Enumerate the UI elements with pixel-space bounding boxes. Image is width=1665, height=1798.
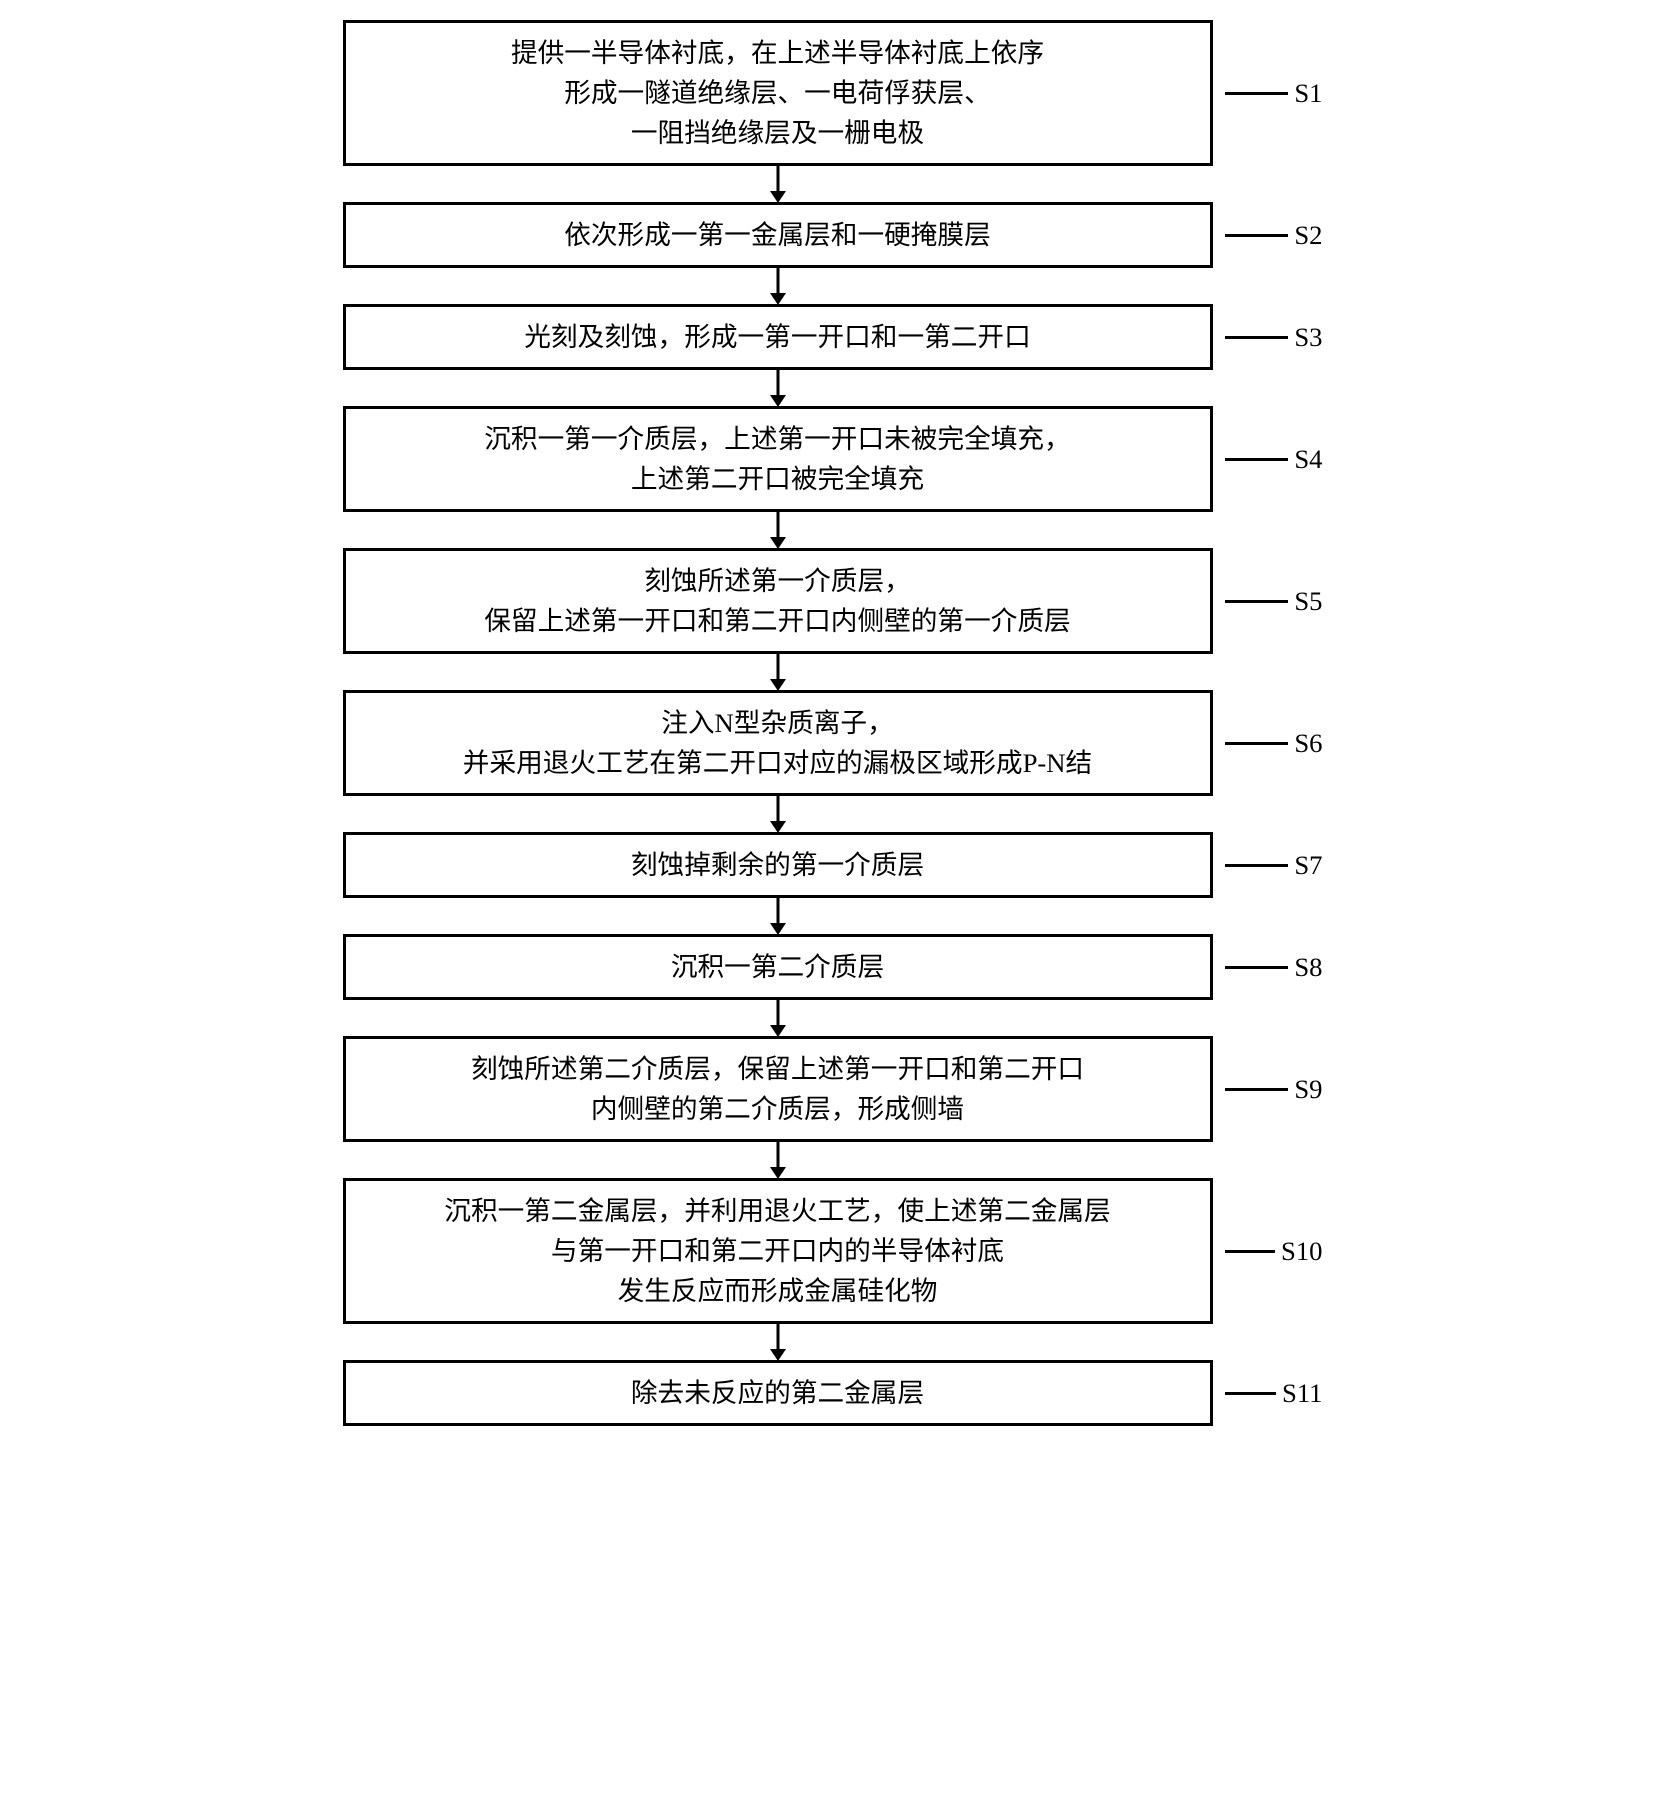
step-row: 沉积一第二金属层，并利用退火工艺，使上述第二金属层 与第一开口和第二开口内的半导…	[343, 1178, 1323, 1324]
step-label-text: S5	[1294, 586, 1322, 617]
arrow-down-icon	[343, 653, 1213, 691]
step-label-text: S6	[1294, 728, 1322, 759]
step-text: 沉积一第二介质层	[671, 947, 884, 987]
step-label-text: S2	[1294, 220, 1322, 251]
step-label-text: S8	[1294, 952, 1322, 983]
step-row: 注入N型杂质离子， 并采用退火工艺在第二开口对应的漏极区域形成P-N结 S6	[343, 690, 1323, 796]
arrow-down-icon	[343, 999, 1213, 1037]
step-label-text: S1	[1294, 78, 1322, 109]
step-row: 依次形成一第一金属层和一硬掩膜层 S2	[343, 202, 1323, 268]
arrow-down-icon	[343, 369, 1213, 407]
arrow-down-icon	[343, 165, 1213, 203]
step-label: S6	[1213, 728, 1323, 759]
step-text: 沉积一第一介质层，上述第一开口未被完全填充， 上述第二开口被完全填充	[484, 419, 1070, 499]
step-label: S10	[1213, 1236, 1323, 1267]
step-text: 提供一半导体衬底，在上述半导体衬底上依序 形成一隧道绝缘层、一电荷俘获层、 一阻…	[511, 33, 1044, 153]
step-box: 除去未反应的第二金属层	[343, 1360, 1213, 1426]
connector	[343, 512, 1323, 548]
step-text: 刻蚀所述第一介质层， 保留上述第一开口和第二开口内侧壁的第一介质层	[484, 561, 1070, 641]
step-text: 光刻及刻蚀，形成一第一开口和一第二开口	[524, 317, 1030, 357]
step-box: 依次形成一第一金属层和一硬掩膜层	[343, 202, 1213, 268]
connector-spacer	[1213, 166, 1323, 202]
label-connector-line	[1225, 600, 1289, 603]
connector-spacer	[1213, 1142, 1323, 1178]
step-box: 刻蚀掉剩余的第一介质层	[343, 832, 1213, 898]
label-connector-line	[1225, 742, 1289, 745]
connector	[343, 370, 1323, 406]
step-row: 提供一半导体衬底，在上述半导体衬底上依序 形成一隧道绝缘层、一电荷俘获层、 一阻…	[343, 20, 1323, 166]
step-label: S4	[1213, 444, 1323, 475]
step-label: S8	[1213, 952, 1323, 983]
connector-spacer	[1213, 796, 1323, 832]
label-connector-line	[1225, 1392, 1277, 1395]
arrow-down-icon	[343, 1141, 1213, 1179]
label-connector-line	[1225, 966, 1289, 969]
step-text: 依次形成一第一金属层和一硬掩膜层	[564, 215, 991, 255]
step-row: 光刻及刻蚀，形成一第一开口和一第二开口 S3	[343, 304, 1323, 370]
step-label-text: S7	[1294, 850, 1322, 881]
arrow-down-icon	[343, 267, 1213, 305]
arrow-down-icon	[343, 1323, 1213, 1361]
step-label-text: S9	[1294, 1074, 1322, 1105]
step-label-text: S10	[1281, 1236, 1322, 1267]
step-text: 刻蚀所述第二介质层，保留上述第一开口和第二开口 内侧壁的第二介质层，形成侧墙	[471, 1049, 1084, 1129]
label-connector-line	[1225, 458, 1289, 461]
connector	[343, 654, 1323, 690]
step-text: 沉积一第二金属层，并利用退火工艺，使上述第二金属层 与第一开口和第二开口内的半导…	[444, 1191, 1110, 1311]
step-box: 沉积一第一介质层，上述第一开口未被完全填充， 上述第二开口被完全填充	[343, 406, 1213, 512]
step-row: 刻蚀所述第二介质层，保留上述第一开口和第二开口 内侧壁的第二介质层，形成侧墙 S9	[343, 1036, 1323, 1142]
step-row: 刻蚀所述第一介质层， 保留上述第一开口和第二开口内侧壁的第一介质层 S5	[343, 548, 1323, 654]
connector-spacer	[1213, 512, 1323, 548]
step-row: 刻蚀掉剩余的第一介质层 S7	[343, 832, 1323, 898]
step-label-text: S3	[1294, 322, 1322, 353]
step-label-text: S4	[1294, 444, 1322, 475]
connector	[343, 1324, 1323, 1360]
connector	[343, 898, 1323, 934]
step-row: 沉积一第二介质层 S8	[343, 934, 1323, 1000]
label-connector-line	[1225, 1088, 1289, 1091]
label-connector-line	[1225, 234, 1289, 237]
connector	[343, 166, 1323, 202]
process-flowchart: 提供一半导体衬底，在上述半导体衬底上依序 形成一隧道绝缘层、一电荷俘获层、 一阻…	[343, 20, 1323, 1426]
step-box: 注入N型杂质离子， 并采用退火工艺在第二开口对应的漏极区域形成P-N结	[343, 690, 1213, 796]
label-connector-line	[1225, 336, 1289, 339]
step-row: 除去未反应的第二金属层 S11	[343, 1360, 1323, 1426]
step-text: 除去未反应的第二金属层	[631, 1373, 924, 1413]
label-connector-line	[1225, 92, 1289, 95]
step-box: 沉积一第二金属层，并利用退火工艺，使上述第二金属层 与第一开口和第二开口内的半导…	[343, 1178, 1213, 1324]
connector-spacer	[1213, 370, 1323, 406]
connector	[343, 1142, 1323, 1178]
step-box: 刻蚀所述第一介质层， 保留上述第一开口和第二开口内侧壁的第一介质层	[343, 548, 1213, 654]
step-row: 沉积一第一介质层，上述第一开口未被完全填充， 上述第二开口被完全填充 S4	[343, 406, 1323, 512]
connector	[343, 1000, 1323, 1036]
step-text: 注入N型杂质离子， 并采用退火工艺在第二开口对应的漏极区域形成P-N结	[463, 703, 1092, 783]
step-box: 沉积一第二介质层	[343, 934, 1213, 1000]
connector-spacer	[1213, 654, 1323, 690]
step-label-text: S11	[1282, 1378, 1323, 1409]
arrow-down-icon	[343, 795, 1213, 833]
arrow-down-icon	[343, 897, 1213, 935]
step-label: S3	[1213, 322, 1323, 353]
label-connector-line	[1225, 864, 1289, 867]
step-label: S9	[1213, 1074, 1323, 1105]
step-label: S2	[1213, 220, 1323, 251]
arrow-down-icon	[343, 511, 1213, 549]
connector-spacer	[1213, 1324, 1323, 1360]
step-text: 刻蚀掉剩余的第一介质层	[631, 845, 924, 885]
step-label: S5	[1213, 586, 1323, 617]
step-label: S11	[1213, 1378, 1323, 1409]
connector-spacer	[1213, 898, 1323, 934]
label-connector-line	[1225, 1250, 1276, 1253]
step-box: 刻蚀所述第二介质层，保留上述第一开口和第二开口 内侧壁的第二介质层，形成侧墙	[343, 1036, 1213, 1142]
step-box: 提供一半导体衬底，在上述半导体衬底上依序 形成一隧道绝缘层、一电荷俘获层、 一阻…	[343, 20, 1213, 166]
connector	[343, 796, 1323, 832]
step-label: S7	[1213, 850, 1323, 881]
connector-spacer	[1213, 1000, 1323, 1036]
step-label: S1	[1213, 78, 1323, 109]
connector-spacer	[1213, 268, 1323, 304]
step-box: 光刻及刻蚀，形成一第一开口和一第二开口	[343, 304, 1213, 370]
connector	[343, 268, 1323, 304]
